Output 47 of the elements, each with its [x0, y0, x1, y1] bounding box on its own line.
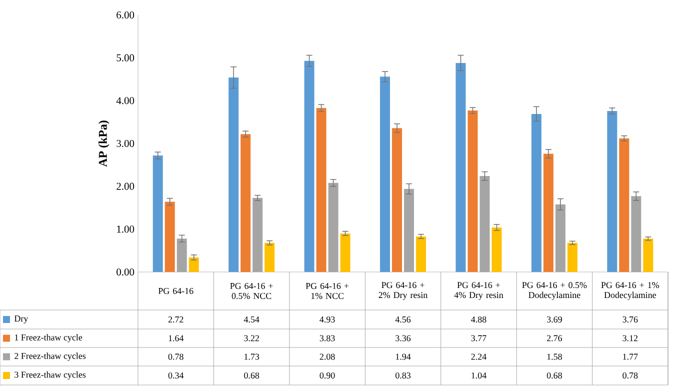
data-label: 2.08 — [320, 354, 335, 360]
x-tick-label: PG 64-16 + 4% Dry resin — [454, 282, 504, 300]
x-tick-label: PG 64-16 + 0.5% Dodecylamine — [522, 282, 587, 300]
data-label: 3.83 — [320, 335, 335, 342]
y-tick-label: 1.00 — [117, 226, 134, 233]
x-tick-label: PG 64-16 + 2% Dry resin — [378, 282, 428, 300]
data-label: 4.93 — [320, 316, 335, 323]
data-label: 4.88 — [471, 316, 486, 323]
data-label: 0.34 — [168, 372, 184, 379]
data-label: 3.36 — [396, 335, 411, 342]
data-label: 1.94 — [396, 354, 411, 360]
data-label: 4.56 — [395, 316, 411, 323]
data-label: 0.90 — [320, 372, 335, 379]
data-label: 1.64 — [168, 335, 184, 342]
data-label: 3.12 — [622, 335, 638, 342]
data-label: 0.78 — [168, 354, 184, 360]
data-label: 1.04 — [472, 372, 486, 379]
data-label: 3.77 — [471, 335, 486, 342]
legend-label: 3 Freez-thaw cycles — [14, 371, 86, 380]
y-tick-label: 5.00 — [116, 54, 134, 62]
data-label: 2.72 — [168, 316, 184, 323]
x-tick-label: PG 64-16 — [158, 288, 194, 294]
data-label: 0.68 — [244, 372, 260, 379]
data-label: 3.76 — [622, 316, 638, 323]
legend-label: Dry — [14, 316, 28, 324]
y-tick-label: 4.00 — [116, 97, 134, 104]
y-tick-label: 3.00 — [116, 140, 134, 148]
data-label: 0.83 — [396, 372, 411, 379]
y-tick-label: 0.00 — [116, 268, 134, 276]
x-tick-label: PG 64-16 + 0.5% NCC — [230, 282, 273, 300]
data-label: 1.73 — [244, 354, 260, 360]
x-tick-label: PG 64-16 + 1% Dodecylamine — [601, 282, 660, 300]
data-label: 0.78 — [622, 372, 638, 379]
data-label: 2.24 — [471, 354, 486, 360]
data-label: 3.22 — [244, 335, 259, 342]
data-label: 3.69 — [547, 316, 562, 323]
data-label: 4.54 — [244, 316, 260, 323]
data-label: 2.76 — [546, 335, 562, 342]
data-label: 0.68 — [546, 372, 562, 379]
y-tick-label: 6.00 — [116, 11, 134, 19]
y-axis-title: AP (kPa) — [98, 120, 110, 167]
legend-label: 2 Freez-thaw cycles — [14, 352, 86, 361]
x-tick-label: PG 64-16 + 1% NCC — [306, 282, 349, 300]
data-label: 1.77 — [623, 354, 638, 360]
legend-label: 1 Freez-thaw cycle — [14, 334, 82, 342]
y-tick-label: 2.00 — [116, 182, 134, 190]
data-label: 1.58 — [547, 354, 562, 360]
